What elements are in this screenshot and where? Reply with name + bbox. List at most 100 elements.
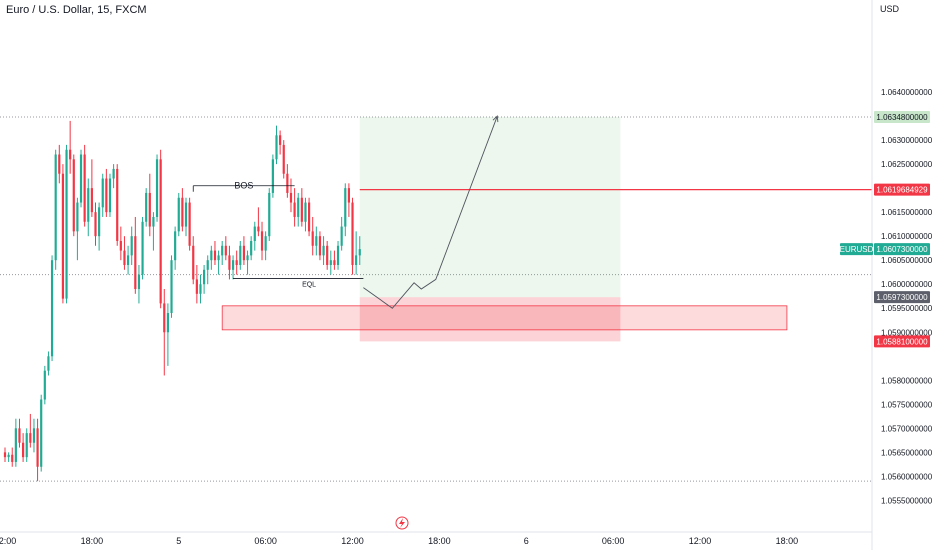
candle-body [307,202,311,232]
candle-body [235,260,238,265]
target-price-label-text: 1.0634800000 [876,113,928,122]
candle-body [228,255,231,270]
candle-body [199,284,202,294]
candle-body [112,168,115,179]
candle-body [239,245,242,265]
candle-body [286,173,289,193]
candle-body [213,250,217,261]
y-tick-label: 1.0580000000 [881,376,932,385]
candle [260,221,264,261]
price-axis[interactable]: USD 1.0640000000 1.0630000000 1.0625000000… [871,0,932,550]
candle [289,178,293,213]
candle-body [29,433,32,443]
symbol-price-tag: EURUSD [840,243,874,256]
candle [11,447,14,467]
candle [145,188,148,227]
candle-body [279,135,282,145]
bos-label: BOS [234,181,253,191]
candle-body [155,159,159,217]
candle [275,125,278,165]
candle [221,240,224,265]
stop-price-label: 1.0588100000 [874,335,930,348]
candle-body [192,245,195,280]
candle [123,236,126,270]
entry-line-price-label-text: 1.0619684929 [876,186,928,195]
last-price-label-bg [874,243,930,256]
candle [105,168,108,217]
candle [163,289,166,376]
candle-body [65,149,68,299]
candle-body [32,428,36,443]
candle [224,236,227,261]
candle-body [14,428,17,462]
candle-body [43,370,46,400]
candle-body [98,207,101,237]
x-tick-label: 12:00 [0,536,16,546]
candle-body [344,188,347,227]
candle [61,164,65,304]
candle [40,394,43,472]
entry-price-label-text: 1.0597300000 [876,293,928,302]
candle-body [318,236,322,256]
candle-body [36,428,39,467]
x-tick-label: 12:00 [341,536,364,546]
candle [333,250,336,270]
candle-body [159,159,162,304]
candle [213,240,217,265]
candle-body [275,135,278,160]
candle-body [210,250,213,261]
x-tick-label: 6 [524,536,529,546]
candle [7,452,10,462]
candle-body [58,154,61,174]
y-tick-label: 1.0570000000 [881,424,932,433]
candle [253,221,256,251]
candle [159,149,162,309]
x-tick-label: 18:00 [81,536,104,546]
x-tick-label: 12:00 [689,536,712,546]
candle [174,226,177,270]
candle-body [217,255,220,261]
candle-body [355,255,358,265]
candle [282,140,285,179]
candle [322,236,325,265]
candle [101,173,104,217]
candle-body [188,202,191,246]
target-zone [359,117,621,298]
candle-body [242,245,246,261]
y-tick-label: 1.0595000000 [881,304,932,313]
candle [76,197,79,261]
candles [3,120,361,482]
candle [336,240,340,270]
candle-body [7,454,10,458]
candle [65,144,68,304]
candle [126,245,130,275]
x-tick-label: 06:00 [602,536,625,546]
candle-body [126,255,130,265]
lightning-icon[interactable] [395,516,409,530]
candle-body [137,274,141,290]
candle [268,188,271,241]
x-tick-label: 06:00 [254,536,277,546]
y-tick-label: 1.0610000000 [881,232,932,241]
candle [36,418,39,482]
candle-body [141,221,144,275]
candle-body [69,149,72,160]
x-tick-label: 18:00 [428,536,451,546]
symbol-title[interactable]: Euro / U.S. Dollar, 15, FXCM [6,4,147,16]
y-tick-label: 1.0575000000 [881,400,932,409]
candle-body [253,226,256,241]
candle [47,351,50,376]
candle-body [163,303,166,333]
candle [188,197,191,251]
entry-price-label: 1.0597300000 [874,291,930,304]
candle [134,216,137,294]
price-labels: 1.0634800000 1.0619684929 EURUSD 1.06073000… [840,111,930,348]
time-axis[interactable]: 12:00 18:00 5 06:00 12:00 18:00 6 06:00 12:00 18:… [0,531,872,546]
candle-body [264,236,267,251]
candle-body [83,154,86,222]
target-price-label-bg [874,111,930,124]
candle [315,226,318,256]
y-tick-label: 1.0565000000 [881,448,932,457]
candle [344,183,347,237]
